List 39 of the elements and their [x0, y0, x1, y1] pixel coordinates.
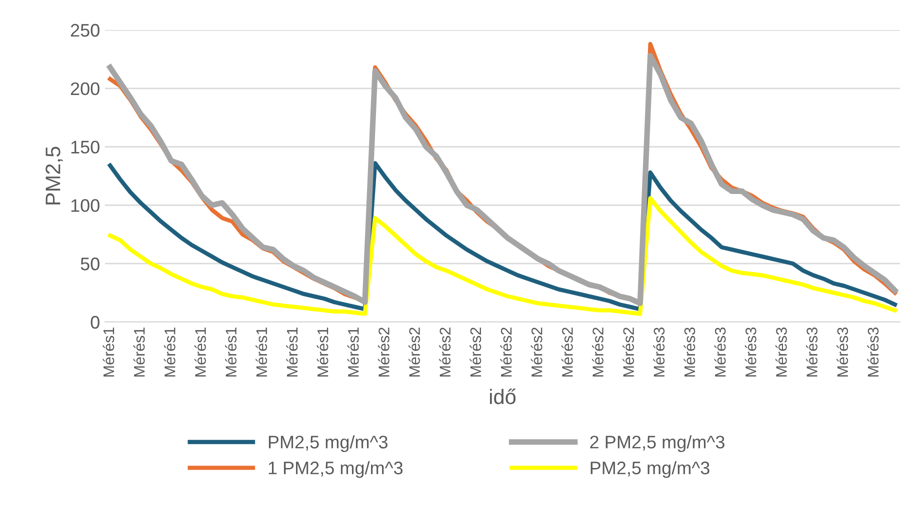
- legend-label: PM2,5 mg/m^3: [590, 461, 710, 478]
- legend-label: 1 PM2,5 mg/m^3: [268, 461, 403, 478]
- legend-label: 2 PM2,5 mg/m^3: [590, 435, 724, 452]
- x-tick-label: Mérés3: [867, 328, 879, 377]
- x-tick-label: Mérés1: [286, 328, 298, 377]
- x-tick-label: Mérés3: [836, 328, 848, 377]
- x-tick-label: Mérés1: [102, 328, 114, 377]
- x-tick-label: Mérés2: [622, 328, 634, 377]
- x-tick-label: Mérés2: [561, 328, 573, 377]
- line-series: [108, 196, 897, 316]
- x-tick-label: Mérés3: [714, 328, 726, 377]
- x-tick-label: Mérés1: [256, 328, 268, 377]
- y-tick-label: 200: [70, 82, 100, 96]
- x-tick-label: Mérés2: [408, 328, 420, 377]
- x-tick-label: Mérés1: [225, 328, 237, 377]
- y-tick-label: 250: [70, 24, 100, 37]
- x-tick-label: Mérés1: [316, 328, 328, 377]
- legend-label: PM2,5 mg/m^3: [268, 435, 388, 452]
- x-tick-label: Mérés2: [470, 328, 482, 377]
- x-tick-label: Mérés2: [439, 328, 451, 377]
- x-tick-label: Mérés1: [164, 328, 176, 377]
- x-tick-label: Mérés3: [744, 328, 756, 377]
- x-tick-label: Mérés3: [684, 328, 696, 377]
- x-tick-label: Mérés2: [530, 328, 542, 377]
- x-tick-label: Mérés2: [500, 328, 512, 377]
- x-tick-label: Mérés1: [347, 328, 359, 377]
- y-tick-label: 0: [90, 316, 100, 329]
- y-axis-title: PM2,5: [46, 146, 63, 204]
- x-tick-label: Mérés2: [592, 328, 604, 377]
- y-tick-label: 100: [71, 199, 100, 212]
- x-tick-label: Mérés3: [653, 328, 665, 377]
- x-tick-label: Mérés3: [806, 328, 818, 377]
- x-tick-label: Mérés1: [194, 328, 206, 377]
- x-tick-label: Mérés3: [775, 328, 787, 377]
- y-tick-label: 150: [71, 140, 100, 154]
- x-tick-label: Mérés2: [378, 328, 390, 377]
- y-tick-label: 50: [80, 258, 100, 270]
- x-tick-label: Mérés1: [133, 328, 145, 377]
- x-axis-title: idő: [490, 388, 516, 404]
